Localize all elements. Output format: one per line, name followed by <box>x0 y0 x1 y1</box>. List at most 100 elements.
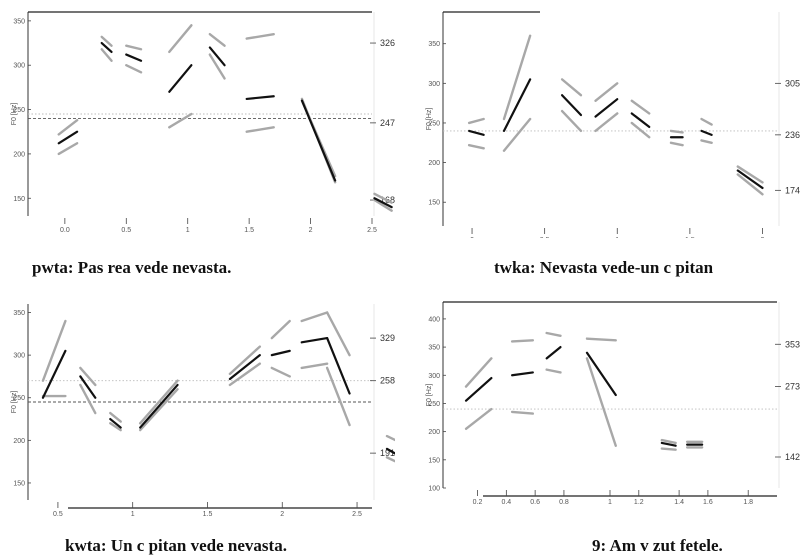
f0-mean-contour-line <box>109 417 122 429</box>
f0-lower-bound-line <box>109 422 122 432</box>
y-tick-label: 350 <box>428 345 440 352</box>
f0-lower-bound-line <box>585 357 617 447</box>
caption-twka: twka: Nevasta vede-un c pitan <box>494 258 714 277</box>
x-tick-label: 2 <box>761 237 765 238</box>
f0-mean-contour-line <box>300 99 337 182</box>
f0-mean-contour-line <box>125 53 143 62</box>
y-tick-label: 250 <box>13 395 25 402</box>
f0-mean-contour-line <box>326 336 351 395</box>
right-value-label: 305 <box>785 78 800 88</box>
f0-mean-contour-line <box>79 375 97 399</box>
f0-upper-bound-line <box>168 24 193 54</box>
f0-upper-bound-line <box>228 345 262 376</box>
f0-lower-bound-line <box>300 362 329 370</box>
f0-upper-bound-line <box>700 117 713 126</box>
x-tick-label: 1.5 <box>685 237 695 238</box>
x-tick-label: 1.2 <box>634 499 644 506</box>
y-tick-label: 100 <box>428 486 440 493</box>
f0-lower-bound-line <box>510 410 535 415</box>
f0-mean-contour-line <box>660 441 677 447</box>
f0-mean-contour-line <box>736 169 764 190</box>
x-tick-label: 2.5 <box>367 227 377 234</box>
x-tick-label: 0.5 <box>53 511 63 518</box>
f0-mean-contour-line <box>464 376 493 402</box>
chart-twka: 150 200 250 300 350 F0 [Hz] 0 0.5 1 1.5 2 305 236 174 <box>426 11 800 238</box>
f0-lower-bound-line <box>660 447 677 451</box>
f0-lower-bound-line <box>669 141 684 147</box>
f0-upper-bound-line <box>660 438 677 445</box>
right-value-label: 273 <box>785 382 800 392</box>
y-tick-label: 350 <box>13 18 25 25</box>
y-tick-label: 250 <box>428 120 440 127</box>
f0-lower-bound-line <box>560 109 583 133</box>
f0-lower-bound-line <box>245 126 275 133</box>
y-axis-label: F0 [Hz] <box>426 108 433 131</box>
f0-mean-contour-line <box>700 129 713 136</box>
f0-upper-bound-line <box>464 357 493 388</box>
x-tick-label: 1 <box>608 499 612 506</box>
x-tick-label: 1 <box>186 227 190 234</box>
right-value-label: 329 <box>380 333 395 343</box>
f0-lower-bound-line <box>79 383 97 415</box>
x-tick-label: 0.8 <box>559 499 569 506</box>
f0-lower-bound-line <box>464 407 493 431</box>
f0-upper-bound-line <box>502 34 532 121</box>
x-tick-label: 2 <box>309 227 313 234</box>
f0-mean-contour-line <box>100 41 113 54</box>
chart-pwta: 150 200 250 300 350 F0 [Hz] 0.0 0.5 1 1.5 2 2.5 326.… <box>11 11 395 234</box>
f0-lower-bound-line <box>125 64 143 74</box>
y-tick-label: 200 <box>13 151 25 158</box>
f0-mean-contour-line <box>373 197 393 209</box>
f0-mean-contour-line <box>300 336 329 344</box>
f0-mean-contour-line <box>57 130 79 145</box>
f0-mean-contour-line <box>208 46 226 67</box>
x-tick-label: 1.5 <box>203 511 213 518</box>
x-tick-label: 1 <box>131 511 135 518</box>
y-axis-label: F0 [Hz] <box>11 391 18 414</box>
y-tick-label: 400 <box>428 316 440 323</box>
f0-lower-bound-line <box>100 48 113 62</box>
chart-panel-pwta: 150 200 250 300 350 F0 [Hz] 0.0 0.5 1 1.5 2 2.5 326.… <box>10 8 395 238</box>
x-tick-label: 0.0 <box>60 227 70 234</box>
chart-panel-twka: 150 200 250 300 350 F0 [Hz] 0 0.5 1 1.5 2 305 236 174 <box>425 8 800 238</box>
f0-upper-bound-line <box>245 32 275 40</box>
chart-9: 100 150 200 250 300 350 400 F0 [Hz] 0.2 0.4 0.6 0.8… <box>426 301 800 506</box>
right-value-label: 236 <box>785 130 800 140</box>
f0-lower-bound-line <box>700 139 713 144</box>
f0-upper-bound-line <box>208 32 226 47</box>
y-axis-label: F0 [Hz] <box>11 103 18 126</box>
x-tick-label: 1.6 <box>703 499 713 506</box>
x-tick-label: 1 <box>615 237 619 238</box>
right-value-label: 174 <box>785 185 800 195</box>
x-tick-label: 0 <box>470 237 474 238</box>
f0-mean-contour-line <box>502 78 532 132</box>
y-tick-label: 150 <box>428 200 440 207</box>
y-tick-label: 250 <box>13 107 25 114</box>
f0-mean-contour-line <box>139 383 179 429</box>
y-tick-label: 200 <box>428 160 440 167</box>
f0-upper-bound-line <box>79 366 97 387</box>
caption-9: 9: Am v zut fetele. <box>592 536 723 555</box>
y-tick-label: 300 <box>428 81 440 88</box>
x-tick-label: 1.4 <box>674 499 684 506</box>
f0-mean-contour-line <box>385 447 395 455</box>
x-tick-label: 0.5 <box>540 237 550 238</box>
y-tick-label: 350 <box>428 41 440 48</box>
f0-upper-bound-line <box>41 319 67 382</box>
y-tick-label: 300 <box>428 373 440 380</box>
f0-upper-bound-line <box>594 82 619 102</box>
f0-lower-bound-line <box>594 112 619 133</box>
f0-upper-bound-line <box>100 35 113 47</box>
y-tick-label: 300 <box>13 63 25 70</box>
f0-upper-bound-line <box>510 339 535 343</box>
f0-mean-contour-line <box>245 95 275 101</box>
x-tick-label: 2 <box>280 511 284 518</box>
x-tick-label: 0.5 <box>121 227 131 234</box>
f0-upper-bound-line <box>57 119 79 136</box>
f0-mean-contour-line <box>585 351 617 397</box>
f0-upper-bound-line <box>109 411 122 423</box>
f0-mean-contour-line <box>594 98 619 118</box>
x-tick-label: 0.2 <box>473 499 483 506</box>
